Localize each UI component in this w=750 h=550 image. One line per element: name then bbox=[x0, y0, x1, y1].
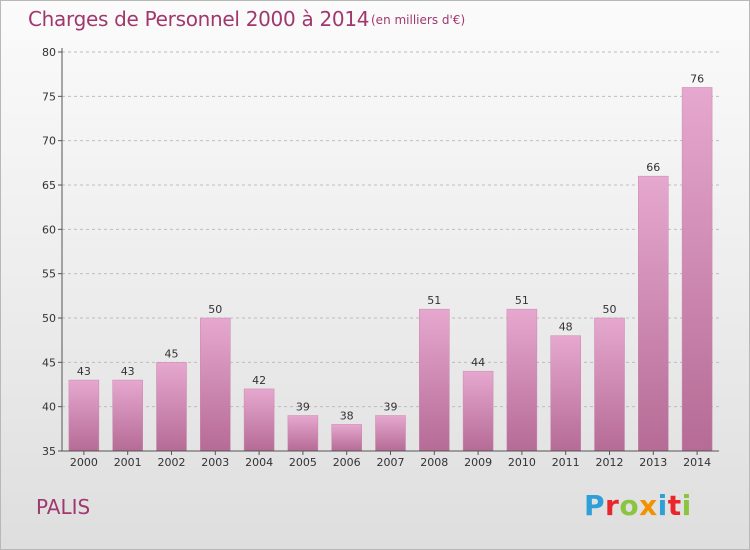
bar-2012 bbox=[594, 317, 625, 452]
bar-2011 bbox=[550, 335, 581, 452]
y-tick-label: 45 bbox=[42, 356, 56, 369]
data-label: 38 bbox=[340, 409, 354, 422]
bar-2010 bbox=[506, 308, 538, 452]
logo-letter: o bbox=[619, 489, 640, 522]
logo-letter: P bbox=[584, 489, 606, 522]
y-tick-label: 60 bbox=[42, 223, 56, 236]
bar-2000 bbox=[68, 379, 100, 452]
x-tick-label: 2004 bbox=[245, 456, 273, 469]
chart-subtitle: (en milliers d'€) bbox=[371, 13, 466, 27]
commune-name: PALIS bbox=[36, 495, 91, 519]
x-tick-label: 2013 bbox=[639, 456, 667, 469]
chart-title: Charges de Personnel 2000 à 2014 bbox=[28, 7, 370, 31]
proxiti-logo[interactable]: Proxiti bbox=[584, 489, 692, 522]
bar-2008 bbox=[419, 308, 450, 452]
data-label: 43 bbox=[77, 365, 91, 378]
x-tick-label: 2014 bbox=[683, 456, 711, 469]
bar-2014 bbox=[681, 87, 713, 452]
data-label: 39 bbox=[384, 401, 398, 414]
bar-2006 bbox=[331, 424, 362, 452]
x-tick-label: 2002 bbox=[158, 456, 186, 469]
logo-letter: t bbox=[667, 489, 682, 522]
x-tick-label: 2003 bbox=[201, 456, 229, 469]
x-tick-label: 2009 bbox=[464, 456, 492, 469]
bar-2005 bbox=[287, 415, 319, 452]
x-tick-label: 2001 bbox=[114, 456, 142, 469]
bar-2001 bbox=[112, 379, 143, 452]
data-label: 42 bbox=[252, 374, 266, 387]
data-label: 48 bbox=[559, 321, 573, 334]
logo-letter: i bbox=[657, 489, 668, 522]
x-tick-label: 2006 bbox=[333, 456, 361, 469]
x-tick-label: 2007 bbox=[377, 456, 405, 469]
x-tick-label: 2005 bbox=[289, 456, 317, 469]
y-tick-label: 55 bbox=[42, 268, 56, 281]
data-label: 76 bbox=[690, 72, 704, 85]
data-label: 44 bbox=[471, 356, 485, 369]
data-labels: 43 43 45 50 42 39 38 39 51 44 51 48 50 66 76 bbox=[77, 72, 704, 422]
x-tick-label: 2012 bbox=[596, 456, 624, 469]
bar-2004 bbox=[243, 388, 275, 452]
data-label: 39 bbox=[296, 401, 310, 414]
data-label: 50 bbox=[208, 303, 222, 316]
y-tick-label: 70 bbox=[42, 135, 56, 148]
bar-2013 bbox=[638, 175, 669, 452]
y-tick-label: 65 bbox=[42, 179, 56, 192]
y-tick-label: 35 bbox=[42, 445, 56, 458]
bar-2009 bbox=[462, 370, 494, 452]
data-label: 66 bbox=[646, 161, 660, 174]
logo-letter: r bbox=[605, 489, 620, 522]
y-tick-label: 75 bbox=[42, 90, 56, 103]
data-label: 50 bbox=[603, 303, 617, 316]
logo-letter: i bbox=[681, 489, 692, 522]
x-tick-label: 2010 bbox=[508, 456, 536, 469]
bar-2003 bbox=[200, 317, 231, 452]
data-label: 45 bbox=[165, 347, 179, 360]
y-tick-label: 80 bbox=[42, 46, 56, 59]
y-tick-label: 50 bbox=[42, 312, 56, 325]
axes: 35 40 45 50 55 60 65 70 75 80 2000 2001 2002 2003 2004… bbox=[42, 46, 719, 469]
bars bbox=[68, 87, 713, 452]
logo-letter: x bbox=[639, 489, 658, 522]
x-tick-label: 2000 bbox=[70, 456, 98, 469]
data-label: 51 bbox=[427, 294, 441, 307]
x-tick-label: 2011 bbox=[552, 456, 580, 469]
x-tick-label: 2008 bbox=[420, 456, 448, 469]
data-label: 51 bbox=[515, 294, 529, 307]
y-tick-label: 40 bbox=[42, 401, 56, 414]
bar-2002 bbox=[156, 362, 187, 452]
data-label: 43 bbox=[121, 365, 135, 378]
bar-2007 bbox=[375, 415, 406, 452]
